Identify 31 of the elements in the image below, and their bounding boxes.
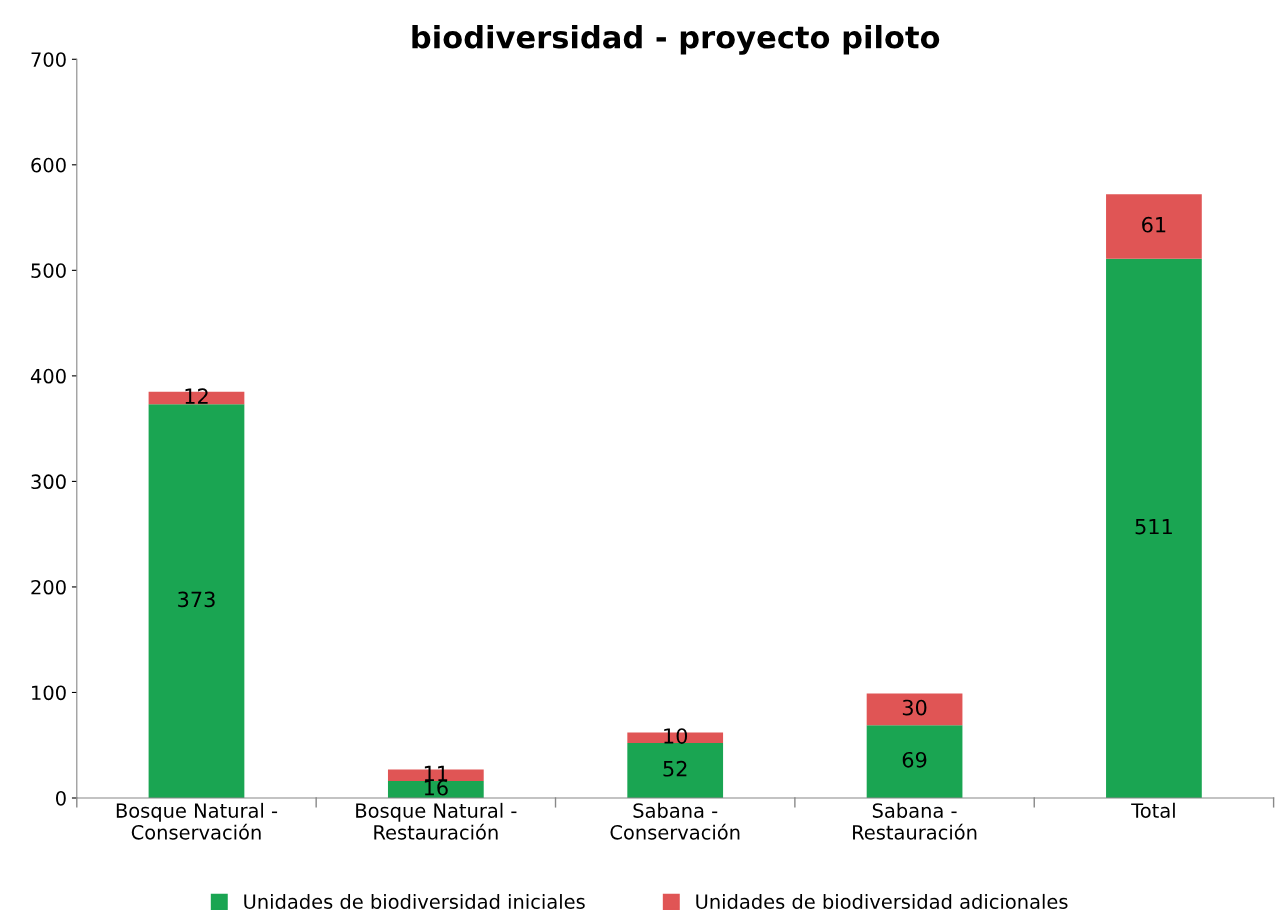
y-tick-label: 100 bbox=[32, 685, 66, 701]
data-label: 61 bbox=[1142, 216, 1166, 233]
legend-label: Unidades de biodiversidad iniciales bbox=[244, 893, 585, 909]
bar bbox=[627, 743, 724, 798]
y-tick-label: 500 bbox=[31, 263, 66, 279]
bar bbox=[866, 693, 963, 726]
data-label: 30 bbox=[902, 699, 927, 716]
data-label: 69 bbox=[902, 751, 927, 768]
y-tick-label: 0 bbox=[55, 790, 66, 806]
y-tick-label: 600 bbox=[31, 157, 66, 173]
data-label: 12 bbox=[185, 388, 208, 404]
x-tick-label: Bosque Natural - Conservación bbox=[116, 802, 278, 840]
y-tick-label: 200 bbox=[31, 579, 66, 595]
data-label: 511 bbox=[1135, 518, 1172, 535]
y-tick-label: 700 bbox=[31, 52, 66, 67]
bar bbox=[1106, 194, 1202, 259]
bar bbox=[866, 725, 963, 798]
chart-title: biodiversidad - proyecto piloto bbox=[412, 24, 940, 55]
x-tick-label: Bosque Natural - Restauración bbox=[356, 802, 517, 840]
legend-label: Unidades de biodiversidad adicionales bbox=[696, 893, 1068, 909]
x-tick-label: Sabana - Conservación bbox=[610, 802, 740, 840]
data-label: 11 bbox=[424, 765, 448, 782]
y-tick-label: 300 bbox=[31, 474, 66, 490]
data-label: 52 bbox=[663, 760, 687, 777]
bar bbox=[148, 404, 245, 798]
x-tick-label: Sabana - Restauración bbox=[853, 802, 977, 840]
y-tick-label: 400 bbox=[30, 368, 66, 384]
x-tick-label: Total bbox=[1131, 802, 1175, 818]
data-label: 10 bbox=[664, 728, 688, 744]
data-label: 373 bbox=[178, 591, 215, 608]
bar bbox=[1106, 258, 1202, 798]
